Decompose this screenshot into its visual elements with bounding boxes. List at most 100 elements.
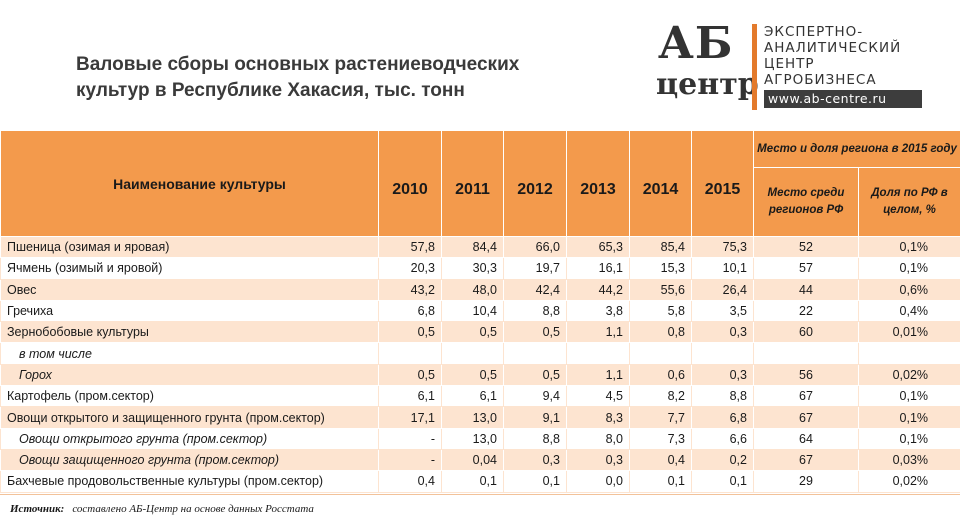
table-row: Зернобобовые культуры 0,5 0,5 0,5 1,1 0,8 0,3 6…: [0, 321, 960, 344]
value-cell: 1,1: [566, 363, 630, 387]
value-cell: 9,4: [503, 385, 567, 408]
harvest-table: Наименование культуры 2010 2011 2012 201…: [0, 130, 960, 493]
header-year: 2015: [691, 130, 754, 237]
value-cell: 0,1: [441, 470, 504, 493]
share-cell: 0,1%: [857, 406, 960, 429]
page-title: Валовые сборы основных растениеводческих…: [76, 52, 636, 104]
share-cell: 0,1%: [857, 427, 960, 450]
rank-cell: 29: [753, 470, 859, 493]
value-cell: 8,0: [566, 427, 630, 450]
value-cell: 85,4: [629, 235, 692, 259]
title-line-2: культур в Республике Хакасия, тыс. тонн: [76, 80, 465, 101]
value-cell: -: [378, 448, 442, 472]
value-cell: 6,8: [378, 299, 442, 323]
value-cell: 4,5: [566, 385, 630, 408]
rank-cell: 67: [753, 385, 859, 408]
share-cell: 0,4%: [857, 299, 960, 323]
value-cell: 0,1: [691, 470, 754, 493]
crop-name-cell: Овощи защищенного грунта (пром.сектор): [0, 448, 379, 472]
source-label: Источник:: [10, 503, 65, 515]
source-divider: [0, 494, 960, 495]
value-cell: 8,8: [691, 385, 754, 408]
value-cell: 6,1: [378, 385, 442, 408]
value-cell: 30,3: [441, 257, 504, 280]
table-row: Овощи открытого и защищенного грунта (пр…: [0, 406, 960, 429]
table-row: Горох 0,5 0,5 0,5 1,1 0,6 0,3 56 0,02%: [0, 363, 960, 387]
source-note: Источник: составлено АБ-Центр на основе д…: [10, 503, 314, 515]
value-cell: 84,4: [441, 235, 504, 259]
value-cell: [503, 342, 567, 365]
title-line-1: Валовые сборы основных растениеводческих: [76, 54, 520, 75]
share-cell: 0,01%: [857, 321, 960, 344]
header-year: 2014: [629, 130, 692, 237]
value-cell: 0,1: [503, 470, 567, 493]
value-cell: 10,4: [441, 299, 504, 323]
value-cell: [629, 342, 692, 365]
value-cell: -: [378, 427, 442, 450]
crop-name-cell: Овес: [0, 278, 379, 301]
value-cell: 15,3: [629, 257, 692, 280]
table-row: Овес 43,2 48,0 42,4 44,2 55,6 26,4 44 0,6%: [0, 278, 960, 301]
table-body: Пшеница (озимая и яровая) 57,8 84,4 66,0 65,…: [0, 235, 960, 493]
table-row: Ячмень (озимый и яровой) 20,3 30,3 19,7 16,1…: [0, 257, 960, 280]
rank-cell: 52: [753, 235, 859, 259]
logo-line-1: ЭКСПЕРТНО-: [764, 24, 864, 40]
header-year: 2012: [503, 130, 567, 237]
value-cell: 0,3: [566, 448, 630, 472]
value-cell: 0,5: [378, 363, 442, 387]
value-cell: 0,1: [629, 470, 692, 493]
value-cell: 1,1: [566, 321, 630, 344]
crop-name-cell: Ячмень (озимый и яровой): [0, 257, 379, 280]
share-cell: 0,1%: [857, 385, 960, 408]
logo-ab-text: АБ: [658, 18, 734, 69]
value-cell: 5,8: [629, 299, 692, 323]
value-cell: 0,04: [441, 448, 504, 472]
value-cell: 42,4: [503, 278, 567, 301]
header-share: Доля по РФ в целом, %: [857, 167, 960, 237]
value-cell: 0,3: [691, 363, 754, 387]
value-cell: [566, 342, 630, 365]
value-cell: 9,1: [503, 406, 567, 429]
value-cell: 66,0: [503, 235, 567, 259]
share-cell: 0,1%: [857, 257, 960, 280]
table-row: Картофель (пром.сектор) 6,1 6,1 9,4 4,5 8,2 8,…: [0, 385, 960, 408]
value-cell: 0,4: [378, 470, 442, 493]
rank-cell: 67: [753, 406, 859, 429]
crop-name-cell: Бахчевые продовольственные культуры (про…: [0, 470, 379, 493]
table-row: Бахчевые продовольственные культуры (про…: [0, 470, 960, 493]
value-cell: 7,3: [629, 427, 692, 450]
rank-cell: 44: [753, 278, 859, 301]
value-cell: [691, 342, 754, 365]
header-region-group: Место и доля региона в 2015 году: [752, 130, 960, 168]
value-cell: 16,1: [566, 257, 630, 280]
ab-centre-logo: АБ центр ЭКСПЕРТНО- АНАЛИТИЧЕСКИЙ ЦЕНТР …: [656, 18, 956, 114]
value-cell: 6,8: [691, 406, 754, 429]
value-cell: 44,2: [566, 278, 630, 301]
logo-divider: [752, 24, 757, 110]
value-cell: [441, 342, 504, 365]
value-cell: 57,8: [378, 235, 442, 259]
rank-cell: [753, 342, 859, 365]
crop-name-cell: Горох: [0, 363, 379, 387]
value-cell: 8,8: [503, 299, 567, 323]
logo-tagline: ЭКСПЕРТНО- АНАЛИТИЧЕСКИЙ ЦЕНТР АГРОБИЗНЕ…: [764, 24, 901, 88]
table-row: в том числе: [0, 342, 960, 365]
value-cell: 8,8: [503, 427, 567, 450]
logo-centr-text: центр: [656, 67, 759, 102]
value-cell: 0,3: [503, 448, 567, 472]
table-row: Пшеница (озимая и яровая) 57,8 84,4 66,0 65,…: [0, 235, 960, 259]
share-cell: 0,1%: [857, 235, 960, 259]
value-cell: 75,3: [691, 235, 754, 259]
value-cell: 43,2: [378, 278, 442, 301]
value-cell: 0,4: [629, 448, 692, 472]
value-cell: 3,5: [691, 299, 754, 323]
logo-line-2: АНАЛИТИЧЕСКИЙ: [764, 40, 902, 56]
crop-name-cell: Овощи открытого грунта (пром.сектор): [0, 427, 379, 450]
logo-website[interactable]: www.ab-centre.ru: [764, 90, 922, 108]
crop-name-cell: Овощи открытого и защищенного грунта (пр…: [0, 406, 379, 429]
value-cell: 19,7: [503, 257, 567, 280]
table-row: Овощи открытого грунта (пром.сектор) -13,…: [0, 427, 960, 450]
crop-name-cell: в том числе: [0, 342, 379, 365]
value-cell: 0,5: [441, 321, 504, 344]
value-cell: 20,3: [378, 257, 442, 280]
